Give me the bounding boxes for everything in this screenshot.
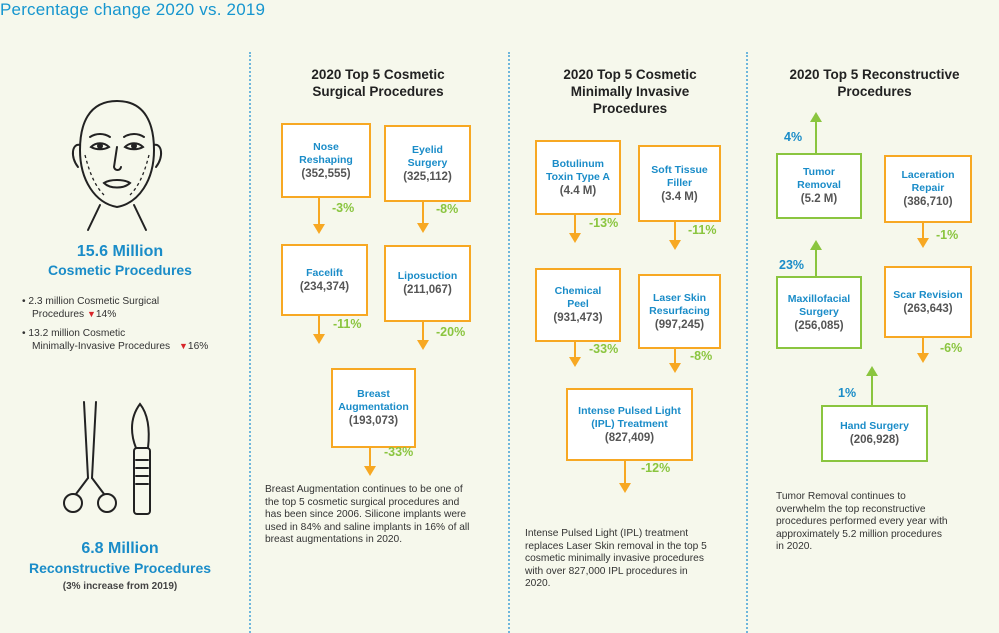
tile-liposuction: Liposuction (211,067) [384, 245, 471, 322]
tile-soft-tissue-filler: Soft Tissue Filler (3.4 M) [638, 145, 721, 222]
tile-breast-augmentation: Breast Augmentation (193,073) [331, 368, 416, 448]
cosmetic-label: Cosmetic Procedures [48, 262, 192, 278]
pct-laceration: -1% [936, 228, 959, 242]
pct-maxillofacial: 23% [779, 258, 805, 272]
up-arrow-icon [866, 366, 878, 376]
down-arrow-icon [619, 483, 631, 493]
pct-liposuction: -20% [436, 325, 466, 339]
tile-eyelid-surgery: Eyelid Surgery (325,112) [384, 125, 471, 202]
down-arrow-icon [669, 240, 681, 250]
bullet-minimal: • 13.2 million Cosmetic Minimally-Invasi… [22, 328, 209, 352]
tile-tumor-removal: Tumor Removal (5.2 M) [776, 153, 862, 219]
down-arrow-icon [313, 224, 325, 234]
surgical-tools-icon [63, 401, 151, 515]
minimal-title: 2020 Top 5 Cosmetic Minimally Invasive Pro… [563, 67, 697, 116]
face-icon [72, 99, 162, 231]
down-arrow-icon [669, 363, 681, 373]
tile-laceration-repair: Laceration Repair (386,710) [884, 155, 972, 223]
up-arrow-icon [810, 112, 822, 122]
tile-scar-revision: Scar Revision (263,643) [884, 266, 972, 338]
reconstructive-note-text: Tumor Removal continues to overwhelm the … [776, 491, 948, 552]
reconstructive-title: 2020 Top 5 Reconstructive Procedures [789, 67, 960, 99]
bullet-surgical: • 2.3 million Cosmetic Surgical Procedur… [22, 296, 160, 320]
down-arrow-icon [569, 357, 581, 367]
tile-facelift: Facelift (234,374) [281, 244, 368, 316]
reconstructive-label: Reconstructive Procedures [28, 560, 212, 576]
down-arrow-icon [569, 233, 581, 243]
down-arrow-icon [313, 334, 325, 344]
down-arrow-icon [917, 353, 929, 363]
pct-soft-tissue: -11% [688, 223, 717, 237]
down-arrow-icon [417, 340, 429, 350]
tile-botulinum: Botulinum Toxin Type A (4.4 M) [535, 140, 621, 215]
column-separator [746, 52, 748, 633]
surgical-title: 2020 Top 5 Cosmetic Surgical Procedures [311, 67, 445, 99]
down-arrow-icon: ▼ [86, 309, 96, 319]
down-arrow-icon [364, 466, 376, 476]
minimal-note: Intense Pulsed Light (IPL) treatment repl… [525, 528, 707, 589]
down-arrow-icon [917, 238, 929, 248]
pct-tumor: 4% [784, 130, 803, 144]
pct-facelift: -11% [333, 317, 362, 331]
tile-maxillofacial: Maxillofacial Surgery (256,085) [776, 276, 862, 349]
tile-chemical-peel: Chemical Peel (931,473) [535, 268, 621, 342]
cosmetic-bullets: • 2.3 million Cosmetic Surgical Procedur… [22, 295, 247, 353]
header-title: Percentage change 2020 vs. 2019 [0, 0, 266, 19]
pct-hand: 1% [838, 386, 857, 400]
pct-laser-skin: -8% [690, 349, 713, 363]
pct-nose: -3% [332, 201, 355, 215]
reconstructive-note: (3% increase from 2019) [62, 581, 178, 592]
down-arrow-icon: ▼ [179, 341, 188, 351]
pct-eyelid: -8% [436, 202, 459, 216]
column-separator [508, 52, 510, 633]
tile-hand-surgery: Hand Surgery (206,928) [821, 405, 928, 462]
tile-laser-skin: Laser Skin Resurfacing (997,245) [638, 274, 721, 349]
down-arrow-icon [417, 223, 429, 233]
pct-botulinum: -13% [589, 216, 619, 230]
pct-scar: -6% [940, 341, 963, 355]
surgical-note: Breast Augmentation continues to be one … [265, 484, 470, 545]
column-separator [249, 52, 251, 633]
pct-ipl: -12% [641, 461, 671, 475]
tile-ipl: Intense Pulsed Light (IPL) Treatment (82… [566, 388, 693, 461]
cosmetic-total: 15.6 Million [76, 243, 164, 260]
reconstructive-total: 6.8 Million [81, 540, 159, 557]
pct-breast: -33% [384, 445, 414, 459]
tile-nose-reshaping: Nose Reshaping (352,555) [281, 123, 371, 198]
up-arrow-icon [810, 240, 822, 250]
pct-chemical-peel: -33% [589, 342, 619, 356]
